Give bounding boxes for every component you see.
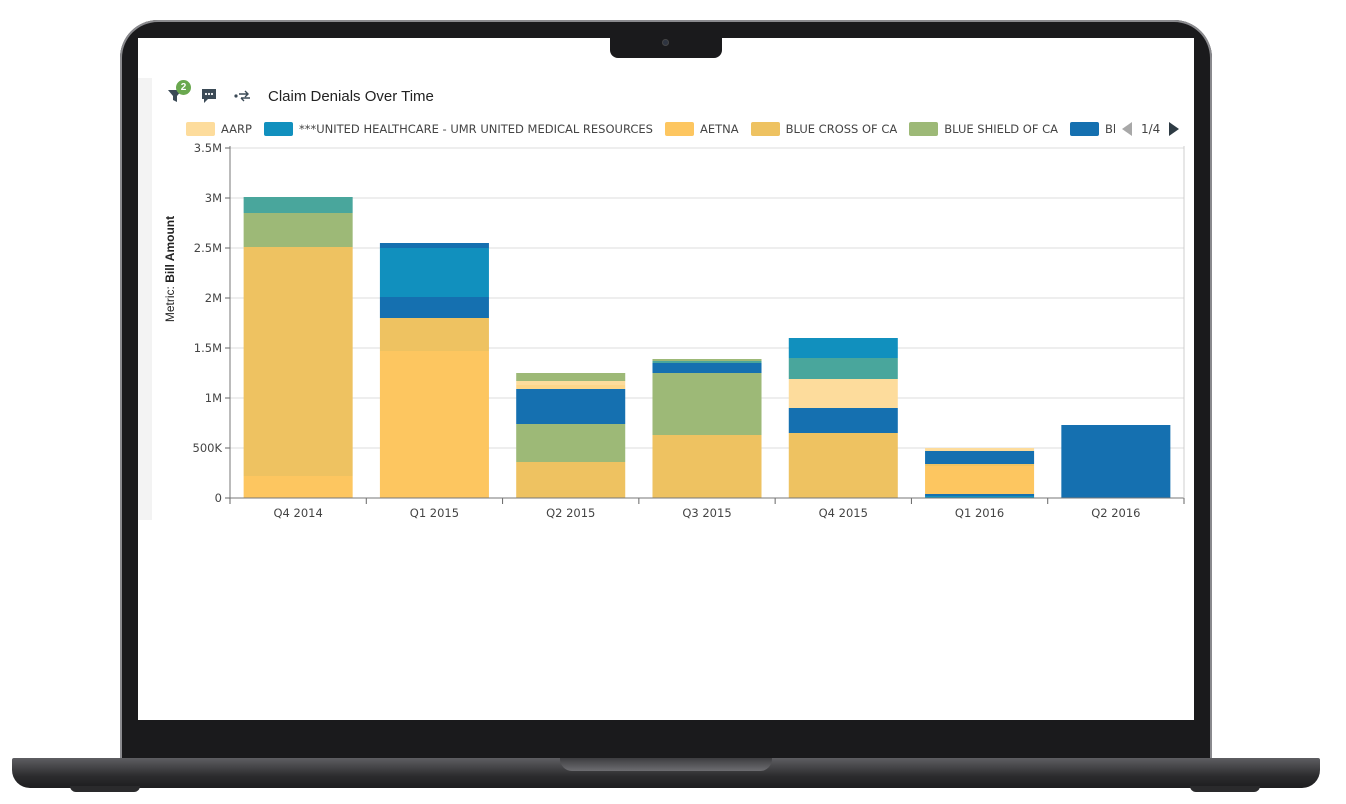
y-tick-label: 2.5M: [194, 241, 222, 255]
bar-segment: [925, 448, 1035, 451]
legend-item[interactable]: AARP: [186, 122, 252, 136]
bar-segment: [379, 243, 489, 248]
laptop-screen: 2 Claim Denials Over Time AARP ***UNITED …: [138, 38, 1194, 720]
bar-segment: [379, 297, 489, 318]
legend-label: BLUE CROSS OF CA: [785, 122, 898, 136]
bar-segment: [516, 389, 626, 424]
bar-segment: [788, 379, 898, 408]
legend-item[interactable]: ***UNITED HEALTHCARE - UMR UNITED MEDICA…: [263, 122, 653, 136]
bar-segment: [379, 318, 489, 351]
legend-swatch: [750, 122, 780, 136]
bar-segment: [925, 466, 1035, 494]
x-tick-label: Q2 2016: [1091, 506, 1140, 520]
y-tick-label: 3.5M: [194, 141, 222, 155]
legend-item[interactable]: AETNA: [664, 122, 739, 136]
legend-item[interactable]: BLUE SHIELD OF CA: [909, 122, 1058, 136]
bar-segment: [652, 361, 762, 363]
legend-label: AARP: [221, 122, 252, 136]
bar-segment: [652, 373, 762, 435]
bar-segment: [379, 248, 489, 297]
y-tick-label: 0: [215, 491, 222, 505]
bar-segment: [516, 381, 626, 385]
bar-segment: [516, 373, 626, 381]
bar-segment: [652, 359, 762, 361]
chart-legend: AARP ***UNITED HEALTHCARE - UMR UNITED ME…: [186, 118, 1186, 140]
legend-items: AARP ***UNITED HEALTHCARE - UMR UNITED ME…: [186, 122, 1116, 136]
bar-segment: [925, 496, 1035, 498]
bar-segment: [925, 494, 1035, 496]
legend-label: ***UNITED HEALTHCARE - UMR UNITED MEDICA…: [298, 122, 653, 136]
bar-segment: [788, 338, 898, 358]
legend-swatch: [664, 122, 694, 136]
bar-segment: [925, 451, 1035, 464]
laptop-notch: [610, 38, 722, 58]
panel-edge: [138, 78, 152, 520]
legend-swatch: [186, 122, 215, 136]
y-tick-label: 3M: [205, 191, 222, 205]
x-tick-label: Q2 2015: [546, 506, 595, 520]
bar-segment: [652, 435, 762, 498]
bar-segment: [788, 433, 898, 498]
y-tick-label: 1M: [205, 391, 222, 405]
x-tick-label: Q4 2015: [819, 506, 868, 520]
camera-icon: [662, 39, 669, 46]
x-tick-label: Q1 2015: [410, 506, 459, 520]
bar-segment: [1061, 425, 1171, 498]
laptop-foot-right: [1190, 786, 1260, 792]
bar-segment: [243, 247, 353, 476]
laptop-base-lip: [560, 758, 772, 771]
bar-segment: [379, 351, 489, 498]
y-tick-label: 500K: [193, 441, 223, 455]
legend-pager: 1/4: [1122, 122, 1180, 136]
bar-segment: [516, 462, 626, 498]
bar-segment: [243, 197, 353, 213]
chart-toolbar: 2 Claim Denials Over Time: [164, 80, 434, 110]
legend-swatch: [263, 122, 293, 136]
bar-segment: [788, 358, 898, 379]
y-tick-label: 1.5M: [194, 341, 222, 355]
x-tick-label: Q1 2016: [955, 506, 1004, 520]
bar-segment: [243, 476, 353, 498]
bar-segment: [925, 464, 1035, 466]
legend-label: Bl: [1105, 122, 1116, 136]
legend-label: AETNA: [699, 122, 739, 136]
laptop-foot-left: [70, 786, 140, 792]
legend-label: BLUE SHIELD OF CA: [944, 122, 1059, 136]
comment-icon[interactable]: [198, 85, 220, 107]
legend-swatch: [909, 122, 939, 136]
swap-icon[interactable]: [232, 85, 254, 107]
chart-title: Claim Denials Over Time: [268, 87, 434, 105]
legend-swatch: [1070, 122, 1100, 136]
filter-count-badge: 2: [176, 80, 191, 95]
stacked-bar-chart: 0 500K 1M 1.5M 2M 2.5M 3M 3.5M Q4 2014 Q1 2015 Q2 …: [193, 141, 1185, 520]
y-tick-label: 2M: [205, 291, 222, 305]
legend-page-indicator: 1/4: [1141, 122, 1161, 136]
legend-item[interactable]: Bl: [1070, 122, 1116, 136]
bar-segment: [516, 424, 626, 462]
bar-segment: [788, 408, 898, 433]
legend-next-icon[interactable]: [1169, 122, 1180, 136]
bar-segment: [243, 213, 353, 247]
x-tick-label: Q4 2014: [273, 506, 322, 520]
x-tick-label: Q3 2015: [682, 506, 731, 520]
legend-prev-icon[interactable]: [1122, 122, 1132, 136]
legend-item[interactable]: BLUE CROSS OF CA: [750, 122, 898, 136]
bar-segment: [652, 363, 762, 373]
bar-segment: [516, 385, 626, 389]
filter-icon[interactable]: 2: [164, 80, 191, 107]
